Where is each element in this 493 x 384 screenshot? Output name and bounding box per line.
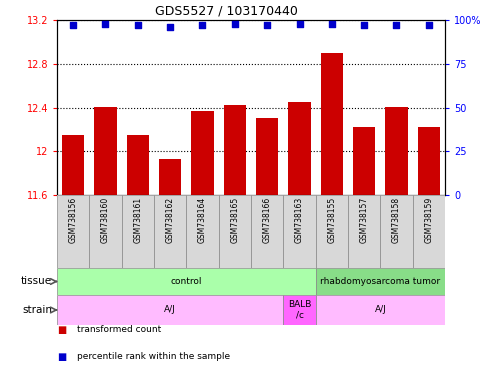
Text: GSM738155: GSM738155 <box>327 197 336 243</box>
Bar <box>283 195 316 268</box>
Point <box>102 20 109 26</box>
Bar <box>94 108 117 195</box>
Bar <box>191 111 214 195</box>
Point <box>134 22 142 28</box>
Point <box>69 22 77 28</box>
Text: GSM738160: GSM738160 <box>101 197 110 243</box>
Bar <box>223 105 246 195</box>
Text: BALB
/c: BALB /c <box>288 300 311 320</box>
Point <box>360 22 368 28</box>
Text: GSM738162: GSM738162 <box>166 197 175 243</box>
Text: ■: ■ <box>57 352 66 362</box>
Text: transformed count: transformed count <box>77 326 161 334</box>
Bar <box>385 108 408 195</box>
Bar <box>62 135 84 195</box>
Text: GSM738161: GSM738161 <box>133 197 142 243</box>
Text: GDS5527 / 103170440: GDS5527 / 103170440 <box>155 5 298 18</box>
Bar <box>348 195 380 268</box>
Text: GSM738157: GSM738157 <box>360 197 369 243</box>
Bar <box>57 268 316 295</box>
Bar <box>251 195 283 268</box>
Text: GSM738166: GSM738166 <box>263 197 272 243</box>
Bar <box>159 159 181 195</box>
Point <box>296 20 304 26</box>
Point <box>263 22 271 28</box>
Point <box>392 22 400 28</box>
Bar <box>57 195 89 268</box>
Text: rhabdomyosarcoma tumor: rhabdomyosarcoma tumor <box>320 277 440 286</box>
Bar <box>219 195 251 268</box>
Bar <box>418 127 440 195</box>
Text: GSM738163: GSM738163 <box>295 197 304 243</box>
Point <box>231 20 239 26</box>
Bar <box>413 195 445 268</box>
Bar <box>316 268 445 295</box>
Bar <box>320 53 343 195</box>
Bar <box>283 295 316 325</box>
Point <box>199 22 207 28</box>
Point <box>328 20 336 26</box>
Bar <box>288 102 311 195</box>
Point <box>166 24 174 30</box>
Text: control: control <box>171 277 202 286</box>
Point <box>425 22 433 28</box>
Bar <box>57 295 283 325</box>
Text: GSM738165: GSM738165 <box>230 197 239 243</box>
Text: GSM738159: GSM738159 <box>424 197 433 243</box>
Bar <box>256 118 279 195</box>
Text: percentile rank within the sample: percentile rank within the sample <box>77 353 230 361</box>
Text: ■: ■ <box>57 325 66 335</box>
Bar <box>89 195 122 268</box>
Bar <box>154 195 186 268</box>
Bar <box>186 195 219 268</box>
Bar <box>122 195 154 268</box>
Text: tissue: tissue <box>21 276 52 286</box>
Text: A/J: A/J <box>164 306 176 314</box>
Bar <box>316 295 445 325</box>
Bar <box>353 127 376 195</box>
Text: GSM738164: GSM738164 <box>198 197 207 243</box>
Bar <box>380 195 413 268</box>
Text: strain: strain <box>22 305 52 315</box>
Bar <box>316 195 348 268</box>
Text: GSM738158: GSM738158 <box>392 197 401 243</box>
Bar <box>127 135 149 195</box>
Text: GSM738156: GSM738156 <box>69 197 78 243</box>
Text: A/J: A/J <box>375 306 386 314</box>
